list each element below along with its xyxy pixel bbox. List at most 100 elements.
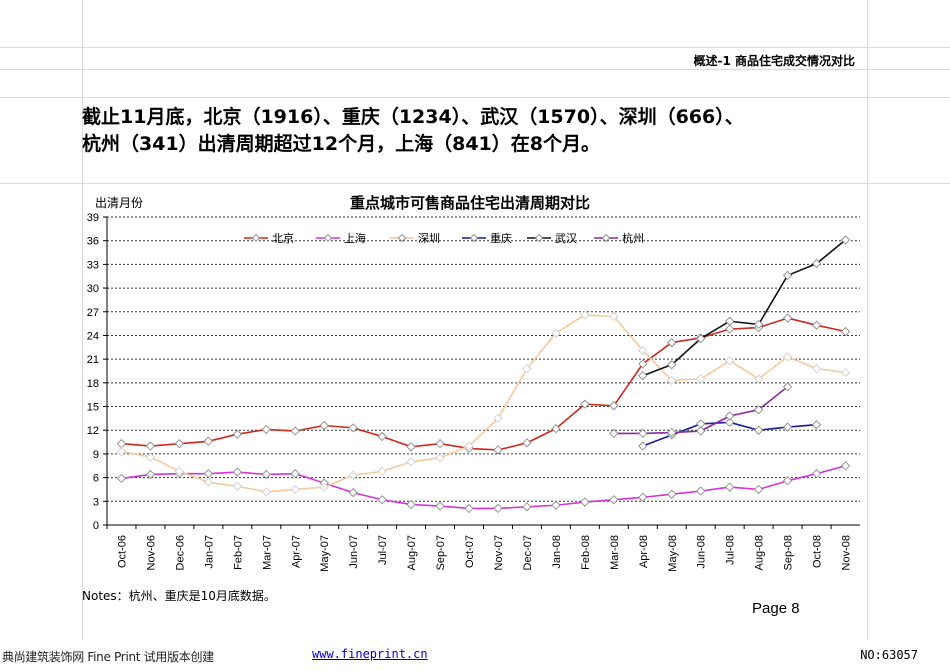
x-tick-label: Feb-08 — [580, 535, 592, 570]
legend-marker — [534, 233, 544, 243]
x-tick-label: Nov-06 — [145, 535, 157, 570]
data-point — [522, 438, 532, 448]
data-point — [377, 431, 387, 442]
x-tick-label: Jan-08 — [551, 535, 563, 569]
series-深圳 — [116, 310, 851, 497]
data-point — [348, 423, 358, 433]
grid — [107, 216, 860, 502]
data-point — [203, 469, 214, 479]
legend-item: 深圳 — [390, 232, 440, 245]
data-point — [464, 503, 474, 514]
data-point — [638, 345, 648, 356]
data-point — [811, 420, 822, 430]
legend-label: 上海 — [344, 231, 366, 245]
legend-item: 重庆 — [462, 231, 512, 245]
data-point — [782, 313, 793, 323]
guide-line — [0, 69, 950, 70]
notes: Notes：杭州、重庆是10月底数据。 — [82, 589, 276, 603]
guide-line — [0, 47, 950, 48]
series-上海 — [116, 461, 851, 514]
x-tick-label: Nov-08 — [841, 535, 853, 570]
x-tick-label: Oct-07 — [464, 535, 476, 568]
data-point — [145, 469, 156, 480]
data-point — [232, 481, 242, 491]
data-point — [435, 501, 445, 511]
y-tick-label: 18 — [87, 378, 99, 390]
x-tick-label: Jan-07 — [203, 535, 215, 569]
data-point — [725, 482, 735, 492]
legend-label: 北京 — [272, 231, 294, 245]
y-tick-label: 12 — [87, 425, 99, 437]
x-tick-labels: Oct-06 Nov-06 Dec-06 Jan-07 Feb-07 Mar-07 Apr-… — [116, 535, 852, 572]
data-point — [116, 439, 127, 449]
data-point — [116, 473, 127, 484]
data-point — [116, 446, 127, 457]
data-point — [753, 374, 764, 384]
footer-link[interactable]: www.fineprint.cn — [312, 647, 428, 661]
data-point — [551, 424, 561, 434]
data-point — [696, 486, 706, 496]
y-tick-label: 27 — [87, 307, 99, 319]
guide-line — [82, 0, 83, 640]
x-tick-label: Oct-06 — [116, 535, 128, 568]
y-tick-label: 9 — [93, 449, 99, 461]
legend-item: 武汉 — [527, 232, 577, 245]
data-point — [261, 487, 271, 497]
data-point — [638, 371, 648, 381]
data-point — [493, 413, 503, 424]
headline-line-1: 截止11月底，北京（1916）、重庆（1234）、武汉（1570）、深圳（666… — [82, 106, 744, 128]
series-line — [121, 317, 846, 451]
guide-line — [867, 0, 868, 640]
x-tick-label: Jun-07 — [348, 535, 360, 569]
data-point — [840, 461, 851, 471]
x-tick-label: Feb-07 — [232, 535, 244, 570]
footer-id: NO:63057 — [860, 648, 918, 662]
x-tick-label: Apr-08 — [638, 535, 650, 568]
y-tick-label: 0 — [93, 520, 99, 532]
data-point — [782, 270, 793, 281]
data-point — [725, 411, 735, 421]
data-point — [753, 319, 764, 330]
data-point — [406, 499, 416, 510]
data-point — [580, 310, 590, 320]
data-point — [348, 487, 358, 498]
data-point — [609, 401, 619, 411]
data-point — [811, 363, 822, 374]
legend-marker — [469, 233, 479, 243]
data-point — [753, 484, 764, 495]
data-point — [319, 482, 329, 492]
x-tick-label: Dec-07 — [522, 535, 534, 570]
legend-item: 杭州 — [594, 231, 644, 245]
chart-title: 重点城市可售商品住宅出清周期对比 — [350, 194, 590, 212]
data-point — [667, 360, 677, 370]
y-tick-label: 24 — [87, 330, 99, 342]
series — [116, 235, 851, 514]
series-line — [121, 464, 846, 510]
y-tick-label: 39 — [87, 212, 99, 224]
page-number: Page 8 — [752, 600, 800, 617]
y-axis-label: 出清月份 — [95, 196, 143, 210]
x-tick-label: Jun-08 — [696, 535, 708, 569]
series-杭州 — [609, 382, 793, 439]
data-point — [840, 326, 851, 337]
data-point — [580, 497, 590, 507]
data-point — [638, 492, 648, 502]
data-point — [174, 466, 185, 476]
data-point — [232, 467, 242, 477]
data-point — [203, 436, 214, 446]
data-point — [174, 439, 185, 449]
data-point — [667, 375, 677, 386]
data-point — [667, 337, 677, 348]
data-point — [811, 320, 822, 330]
data-point — [782, 476, 793, 486]
data-point — [609, 495, 619, 505]
guide-line — [0, 97, 950, 98]
data-point — [782, 352, 793, 362]
line-chart: 重点城市可售商品住宅出清周期对比 出清月份 036912151821242730… — [87, 194, 860, 572]
data-point — [753, 425, 764, 435]
y-tick-label: 30 — [87, 283, 99, 295]
data-point — [811, 258, 822, 269]
legend-label: 深圳 — [418, 232, 440, 245]
data-point — [638, 359, 648, 369]
